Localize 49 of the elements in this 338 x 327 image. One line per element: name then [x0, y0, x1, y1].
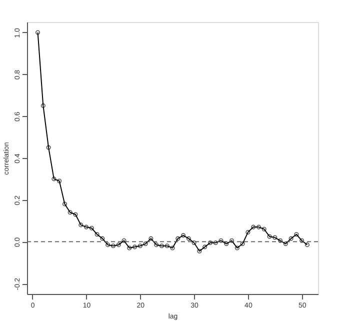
point: [170, 246, 175, 250]
point: [127, 246, 132, 250]
point: [234, 246, 240, 250]
point: [132, 244, 138, 250]
point: [57, 178, 62, 184]
point: [213, 240, 218, 246]
point: [116, 242, 121, 248]
point: [294, 232, 299, 237]
point: [240, 242, 245, 246]
point: [73, 212, 78, 217]
point: [84, 224, 89, 230]
point: [246, 230, 250, 235]
point: [192, 240, 196, 246]
point: [230, 238, 234, 243]
point: [176, 236, 180, 241]
point: [262, 226, 266, 232]
point: [148, 236, 154, 241]
point: [62, 202, 67, 206]
point: [110, 244, 116, 248]
point: [300, 238, 304, 243]
point: [218, 238, 224, 243]
point: [224, 242, 229, 246]
point: [283, 242, 288, 246]
point: [208, 240, 212, 246]
point: [52, 176, 56, 182]
point: [256, 224, 261, 230]
point: [186, 236, 191, 241]
point: [106, 242, 110, 248]
point: [122, 238, 126, 243]
point: [68, 210, 72, 215]
point: [89, 226, 94, 230]
point: [154, 242, 159, 248]
point: [138, 244, 142, 248]
point: [159, 244, 164, 248]
point: [197, 248, 202, 254]
point: [202, 244, 208, 250]
point: [40, 103, 46, 108]
point: [78, 222, 84, 228]
point: [94, 232, 100, 237]
point: [181, 233, 186, 238]
point: [100, 236, 105, 241]
point: [143, 242, 148, 246]
point: [46, 145, 51, 150]
point: [288, 236, 294, 241]
point: [164, 244, 170, 248]
point: [272, 235, 278, 240]
point: [278, 238, 283, 243]
point: [251, 224, 256, 230]
point: [267, 234, 272, 239]
